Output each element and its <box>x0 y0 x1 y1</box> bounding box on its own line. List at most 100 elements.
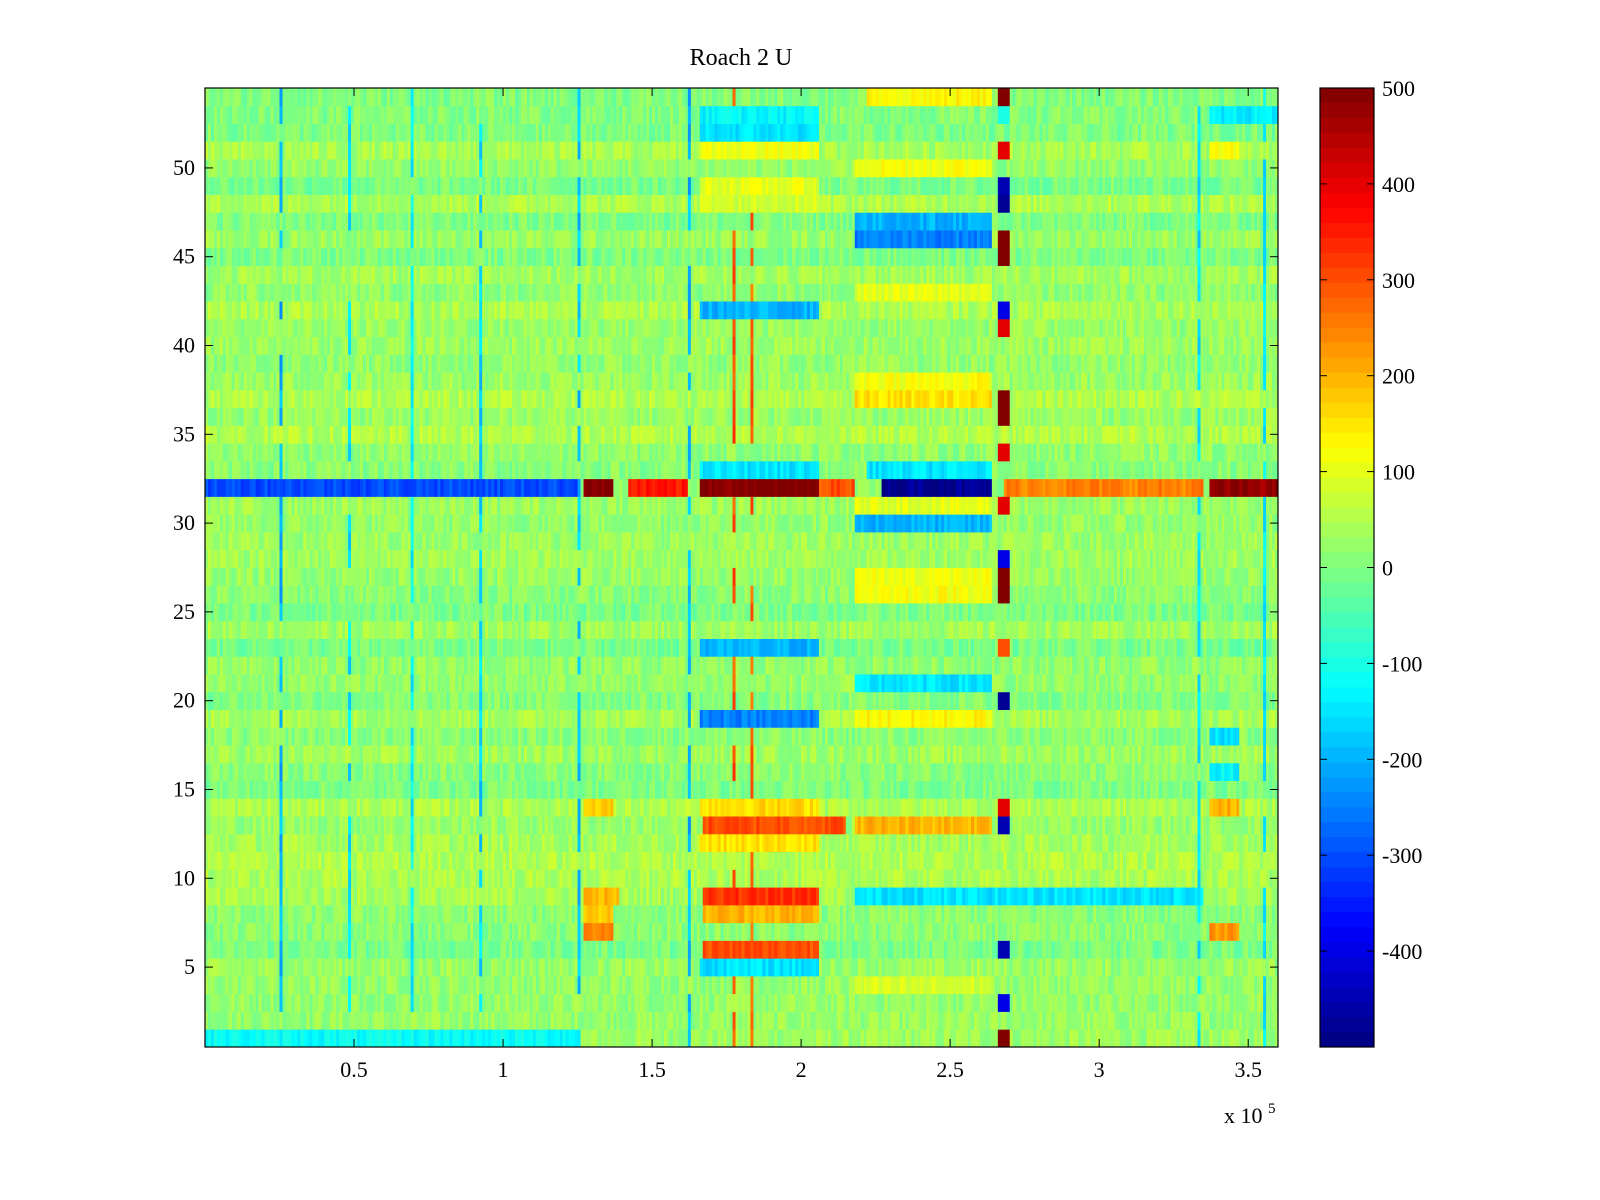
heatmap-cell <box>330 975 334 995</box>
heatmap-cell <box>818 851 823 870</box>
heatmap-cell <box>595 816 599 835</box>
heatmap-cell <box>514 887 519 906</box>
heatmap-cell <box>425 833 429 853</box>
heatmap-cell <box>768 958 772 977</box>
heatmap-cell <box>392 993 397 1012</box>
heatmap-cell <box>288 798 292 817</box>
heatmap-cell <box>327 833 331 853</box>
heatmap-cell <box>1134 798 1139 817</box>
heatmap-cell <box>631 887 635 906</box>
heatmap-cell <box>1030 975 1034 995</box>
heatmap-cell <box>836 833 841 853</box>
heatmap-cell <box>434 958 438 977</box>
heatmap-cell <box>798 993 802 1012</box>
heatmap-cell <box>1087 958 1091 977</box>
heatmap-cell <box>661 887 665 906</box>
heatmap-cell <box>565 887 570 906</box>
heatmap-cell <box>312 904 316 924</box>
heatmap-cell <box>896 798 900 817</box>
heatmap-cell <box>1078 816 1082 835</box>
heatmap-cell <box>1209 993 1213 1012</box>
heatmap-cell <box>520 904 525 924</box>
heatmap-cell <box>1090 887 1094 906</box>
heatmap-cell <box>959 816 963 835</box>
heatmap-cell <box>789 904 793 924</box>
heatmap-cell <box>413 993 418 1012</box>
heatmap-cell <box>470 922 474 941</box>
heatmap-cell <box>848 887 853 906</box>
heatmap-cell <box>854 798 859 817</box>
heatmap-cell <box>270 958 274 977</box>
heatmap-cell <box>762 798 766 817</box>
heatmap-cell <box>240 833 245 853</box>
heatmap-cell <box>1212 851 1216 870</box>
heatmap-cell <box>994 798 999 817</box>
heatmap-cell <box>1000 833 1005 853</box>
heatmap-cell <box>491 1011 495 1030</box>
heatmap-cell <box>768 798 772 817</box>
heatmap-cell <box>738 922 742 941</box>
heatmap-cell <box>1242 993 1246 1012</box>
heatmap-cell <box>422 816 426 835</box>
heatmap-cell <box>297 887 301 906</box>
heatmap-cell <box>655 833 659 853</box>
heatmap-cell <box>1069 922 1073 941</box>
heatmap-cell <box>506 887 510 906</box>
heatmap-cell <box>550 833 555 853</box>
heatmap-cell <box>213 958 218 977</box>
heatmap-cell <box>342 975 346 995</box>
heatmap-cell <box>1081 798 1085 817</box>
heatmap-cell <box>1018 798 1023 817</box>
heatmap-cell <box>845 869 850 888</box>
heatmap-cell <box>887 958 891 977</box>
heatmap-cell <box>258 798 263 817</box>
heatmap-cell <box>816 1011 820 1030</box>
heatmap-cell <box>1155 816 1160 835</box>
heatmap-cell <box>780 1029 784 1048</box>
heatmap-cell <box>434 1029 438 1048</box>
heatmap-cell <box>383 869 388 888</box>
heatmap-cell <box>318 798 322 817</box>
heatmap-cell <box>717 887 722 906</box>
heatmap-cell <box>801 993 805 1012</box>
heatmap-cell <box>890 816 894 835</box>
heatmap-cell <box>985 1011 990 1030</box>
heatmap-cell <box>610 922 614 941</box>
heatmap-cell <box>857 958 862 977</box>
heatmap-cell <box>824 833 829 853</box>
heatmap-cell <box>568 833 573 853</box>
heatmap-cell <box>1224 1011 1228 1030</box>
heatmap-cell <box>914 798 918 817</box>
heatmap-cell <box>222 904 227 924</box>
heatmap-cell <box>914 940 918 959</box>
heatmap-cell <box>443 1029 447 1048</box>
heatmap-cell <box>503 940 507 959</box>
heatmap-cell <box>357 958 361 977</box>
heatmap-cell <box>300 1011 304 1030</box>
heatmap-cell <box>523 887 528 906</box>
heatmap-cell <box>699 975 704 995</box>
heatmap-cell <box>1233 975 1237 995</box>
heatmap-cell <box>810 922 814 941</box>
heatmap-cell <box>255 993 260 1012</box>
heatmap-cell <box>398 816 403 835</box>
heatmap-cell <box>1149 940 1154 959</box>
heatmap-cell <box>1027 887 1032 906</box>
heatmap-cell <box>1033 1011 1037 1030</box>
heatmap-cell <box>1120 1029 1124 1048</box>
heatmap-cell <box>1090 816 1094 835</box>
heatmap-cell <box>1185 1029 1189 1048</box>
heatmap-cell <box>1272 904 1276 924</box>
heatmap-cell <box>994 816 999 835</box>
heatmap-cell <box>592 975 596 995</box>
heatmap-cell <box>583 958 587 977</box>
heatmap-cell <box>577 816 581 835</box>
heatmap-cell <box>601 1029 605 1048</box>
heatmap-cell <box>932 993 936 1012</box>
heatmap-cell <box>696 958 701 977</box>
heatmap-cell <box>225 975 230 995</box>
heatmap-cell <box>491 816 495 835</box>
heatmap-cell <box>398 922 403 941</box>
heatmap-cell <box>923 833 927 853</box>
heatmap-cell <box>1054 904 1058 924</box>
